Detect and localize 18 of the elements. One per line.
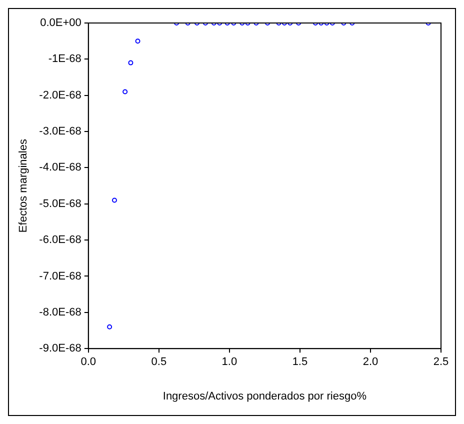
y-tick-label: -4.0E-68 xyxy=(39,162,82,174)
y-tick-label: -3.0E-68 xyxy=(39,126,82,138)
y-tick-label: -1E-68 xyxy=(48,53,82,66)
y-tick-label: -2.0E-68 xyxy=(39,89,82,102)
y-tick-label: -7.0E-68 xyxy=(39,270,82,282)
x-axis-title: Ingresos/Activos ponderados por riesgo% xyxy=(162,390,367,402)
x-tick-label: 2.0 xyxy=(362,356,378,368)
x-tick-label: 2.5 xyxy=(433,356,449,368)
x-tick-label: 1.0 xyxy=(222,356,238,368)
y-tick-label: -9.0E-68 xyxy=(39,342,82,355)
y-tick-label: 0.0E+00 xyxy=(40,17,82,30)
y-axis-title: Efectos marginales xyxy=(18,138,30,233)
y-tick-label: -6.0E-68 xyxy=(39,234,82,246)
x-tick-label: 1.5 xyxy=(292,356,308,368)
y-tick-label: -5.0E-68 xyxy=(39,198,82,210)
x-tick-label: 0.0 xyxy=(80,356,96,368)
x-tick-label: 0.5 xyxy=(151,356,167,368)
y-tick-label: -8.0E-68 xyxy=(39,306,82,318)
